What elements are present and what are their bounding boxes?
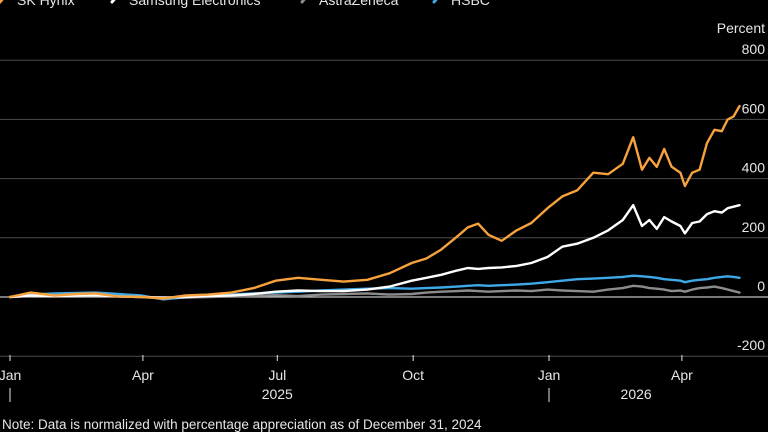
legend-swatch [110, 0, 116, 4]
series-line-samsung-electronics [8, 204, 741, 299]
x-axis-ticks: Jan Apr Jul Oct Jan Apr 2025 2026 [0, 355, 693, 402]
legend-label: SK Hynix [17, 0, 75, 8]
legend: SK Hynix Samsung Electronics AstraZeneca HS… [0, 0, 490, 8]
legend-swatch [432, 0, 438, 4]
x-tick-label: Apr [671, 367, 693, 383]
y-tick-label: 600 [742, 100, 766, 116]
y-tick-label: 400 [742, 160, 766, 176]
series-lines [8, 104, 741, 301]
x-tick-label: Oct [402, 367, 424, 383]
y-tick-label: 800 [742, 41, 766, 57]
y-tick-labels: -200 0 200 400 600 800 [737, 41, 765, 353]
x-tick-label: Jan [0, 367, 21, 383]
legend-label: AstraZeneca [319, 0, 399, 8]
y-axis-label: Percent [717, 20, 765, 36]
x-tick-label: Jan [538, 367, 561, 383]
chart-note: Note: Data is normalized with percentage… [2, 417, 482, 432]
y-tick-label: -200 [737, 337, 765, 353]
year-label: 2025 [262, 386, 293, 402]
legend-label: Samsung Electronics [129, 0, 261, 8]
x-tick-label: Apr [132, 367, 154, 383]
x-tick-label: Jul [268, 367, 286, 383]
y-tick-label: 0 [757, 278, 765, 294]
y-tick-label: 200 [742, 219, 766, 235]
gridlines [0, 59, 768, 357]
series-line-sk-hynix [8, 104, 741, 300]
legend-label: HSBC [451, 0, 490, 8]
legend-swatch [300, 0, 306, 4]
legend-swatch [0, 0, 4, 4]
year-label: 2026 [621, 386, 652, 402]
